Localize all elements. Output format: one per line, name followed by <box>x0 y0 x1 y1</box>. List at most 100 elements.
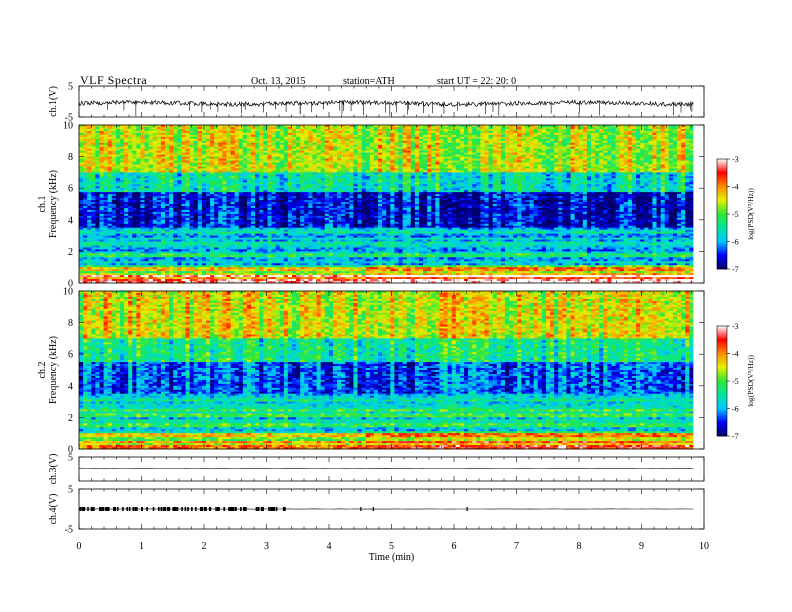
x-tick-label: 2 <box>202 541 207 552</box>
pulse <box>467 507 468 511</box>
pulse <box>84 507 86 511</box>
pulse <box>134 507 136 511</box>
pulse <box>185 507 187 511</box>
pulse <box>271 507 273 511</box>
vlf-spectra-figure: 5-5ch.1(V)0246810ch.1 Frequency (kHz)0246… <box>0 0 792 612</box>
ch1-spectrogram-panel <box>79 125 704 283</box>
pulse <box>108 507 110 511</box>
colorbar-label: log(PSD(V²/Hz)) <box>746 188 755 240</box>
pulse <box>113 507 115 511</box>
no-data-region <box>693 291 704 449</box>
pulse <box>172 507 174 511</box>
pulse <box>232 507 234 511</box>
pulse <box>87 507 89 511</box>
colorbar-label: log(PSD(V²/Hz)) <box>746 355 755 407</box>
ch2-spectrogram-panel <box>79 291 704 449</box>
colorbar-tick-label: -5 <box>732 210 739 219</box>
pulse <box>129 507 131 511</box>
pulse <box>161 507 163 511</box>
y-tick-label: 5 <box>68 453 73 464</box>
x-tick-label: 10 <box>699 541 709 552</box>
colorbar-tick-label: -6 <box>732 238 739 247</box>
colorbar-tick-label: -4 <box>732 183 739 192</box>
y-tick-label: 4 <box>68 381 73 392</box>
y-axis-label: ch.1(V) <box>48 86 59 117</box>
y-tick-label: -5 <box>65 525 73 536</box>
pulse <box>373 507 374 511</box>
x-tick-label: 7 <box>514 541 519 552</box>
pulse <box>187 507 189 511</box>
ch4-waveform-panel <box>79 507 693 511</box>
pulse <box>181 507 183 511</box>
pulse <box>177 507 179 511</box>
ch1-colorbar: -3 -4 -5 -6 -7 log(PSD(V²/Hz)) <box>717 155 755 274</box>
y-axis-label: ch.2 <box>37 362 48 379</box>
pulse <box>284 507 286 511</box>
pulse <box>234 507 236 511</box>
pulse <box>262 507 264 511</box>
pulse <box>141 507 143 511</box>
y-tick-label: 2 <box>68 413 73 424</box>
colorbar-tick-label: -3 <box>732 155 739 164</box>
pulse <box>167 507 169 511</box>
pulse <box>191 507 193 511</box>
pulse <box>215 507 217 511</box>
y-tick-label: 6 <box>68 184 73 195</box>
pulse <box>165 507 167 511</box>
y-tick-label: 8 <box>68 152 73 163</box>
y-tick-label: 8 <box>68 318 73 329</box>
x-tick-label: 4 <box>327 541 332 552</box>
y-axis-label: ch.4(V) <box>48 494 59 525</box>
colorbar-tick-label: -7 <box>732 265 739 274</box>
pulse <box>80 507 82 511</box>
y-tick-label: 6 <box>68 350 73 361</box>
ch1-waveform-panel <box>79 100 693 116</box>
pulse <box>133 507 135 511</box>
x-tick-label: 8 <box>577 541 582 552</box>
x-tick-label: 9 <box>639 541 644 552</box>
y-axis-label: ch.3(V) <box>48 454 59 485</box>
y-tick-label: 5 <box>68 82 73 93</box>
pulse <box>274 507 276 511</box>
colorbar-tick-label: -4 <box>732 350 739 359</box>
colorbar-tick-label: -5 <box>732 377 739 386</box>
pulse <box>200 507 202 511</box>
colorbar-tick-label: -6 <box>732 405 739 414</box>
pulse <box>122 507 124 511</box>
pulse <box>261 507 263 511</box>
pulse <box>163 507 165 511</box>
colorbar-tick-label: -3 <box>732 322 739 331</box>
pulse <box>268 507 270 511</box>
pulse <box>202 507 204 511</box>
x-tick-label: 0 <box>77 541 82 552</box>
pulse <box>105 507 107 511</box>
pulse <box>117 507 119 511</box>
y-tick-label: 2 <box>68 247 73 258</box>
pulse <box>174 507 176 511</box>
pulse <box>99 507 101 511</box>
x-tick-label: 5 <box>389 541 394 552</box>
y-tick-label: 10 <box>63 121 73 132</box>
colorbar-tick-label: -7 <box>732 432 739 441</box>
pulse <box>258 507 260 511</box>
pulse <box>205 507 207 511</box>
pulse <box>209 507 211 511</box>
pulse <box>228 507 230 511</box>
pulse <box>223 507 225 511</box>
ch2-colorbar: -3 -4 -5 -6 -7 log(PSD(V²/Hz)) <box>717 322 755 441</box>
y-axis-label: ch.1 <box>37 196 48 213</box>
pulse <box>93 507 95 511</box>
pulse <box>146 507 148 511</box>
x-tick-label: 6 <box>452 541 457 552</box>
pulse <box>158 507 160 511</box>
waveform-trace <box>79 100 693 106</box>
x-axis-label: Time (min) <box>369 552 414 563</box>
pulse <box>256 507 258 511</box>
pulse <box>244 507 246 511</box>
pulse <box>81 507 83 511</box>
pulse <box>276 507 278 511</box>
no-data-region <box>693 125 704 283</box>
x-tick-label: 3 <box>264 541 269 552</box>
pulse <box>218 507 220 511</box>
